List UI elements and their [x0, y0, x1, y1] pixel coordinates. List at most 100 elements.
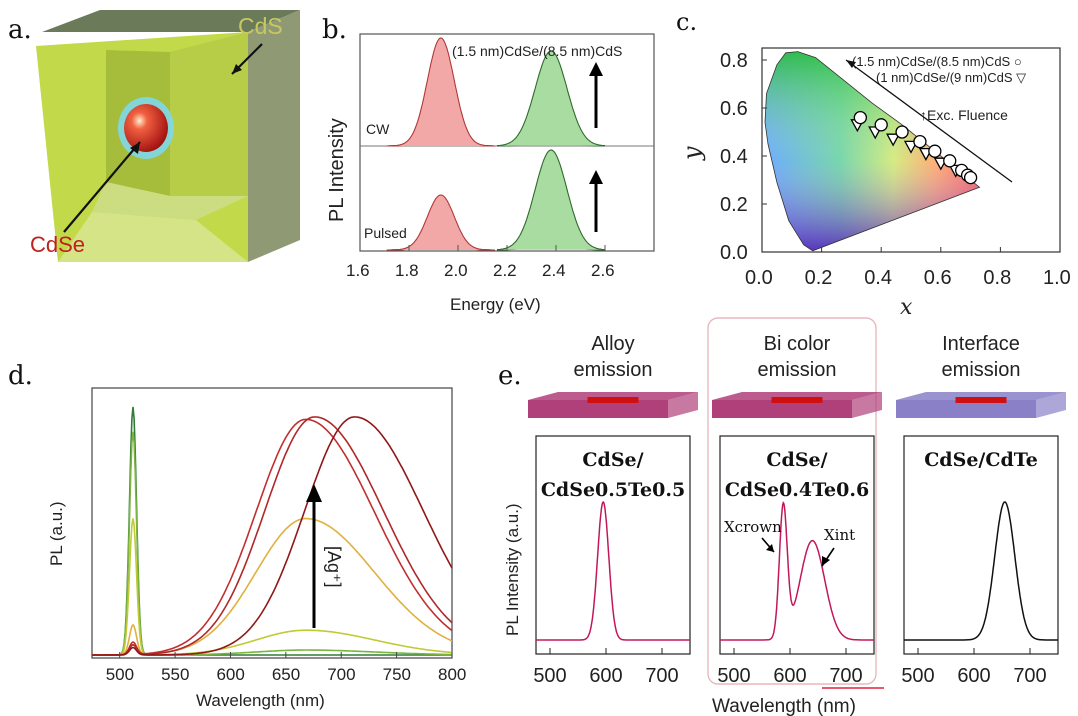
panel-d-arrow-label: [Ag⁺] — [324, 546, 344, 588]
panel-c-ytick-label: 0.6 — [720, 98, 748, 120]
panel-b-spectrum-line — [497, 149, 606, 251]
panel-d-xlabel: Wavelength (nm) — [196, 691, 325, 710]
panel-e-slab-top — [712, 392, 882, 400]
panel-c-xtick-label: 1.0 — [1043, 267, 1071, 289]
panel-e-title-line: Bi color — [764, 333, 831, 355]
xcrown-label: Xcrown — [724, 518, 782, 536]
panel-b-xtick-label: 2.4 — [542, 261, 566, 280]
panel-e-slab-front — [712, 400, 852, 418]
panel-e-slab-core — [771, 397, 823, 403]
panel-e-slab-top — [528, 392, 698, 400]
panel-c: c. y x (1.5 nm)CdSe/(8.5 nm)CdS ○ (1 nm)… — [676, 8, 1071, 320]
panel-e-sample-label: CdSe0.5Te0.5 — [541, 479, 685, 501]
panel-d-spectrum-line — [92, 416, 453, 656]
panel-d-spectrum-line — [92, 518, 453, 656]
panel-c-xlabel: x — [900, 295, 913, 320]
panel-b-peak-fill — [386, 195, 495, 250]
panel-b-arrow-cw — [589, 62, 603, 128]
panel-b-spectrum-line — [386, 37, 495, 147]
panel-e-sample-label: CdSe0.4Te0.6 — [725, 479, 869, 501]
cdse-core — [124, 104, 168, 152]
panel-c-xtick-label: 0.8 — [983, 267, 1011, 289]
panel-e-xtick-label: 600 — [957, 665, 990, 687]
panel-d-ylabel: PL (a.u.) — [47, 501, 66, 566]
panel-c-legend-1: (1.5 nm)CdSe/(8.5 nm)CdS ○ — [852, 54, 1022, 69]
panel-b-xtick-label: 2.6 — [591, 261, 615, 280]
panel-b-xtick-label: 2.0 — [444, 261, 468, 280]
panel-e-spectrum-line — [904, 501, 1058, 641]
panel-e-spectrum-line — [720, 501, 874, 641]
panel-b-spectra — [386, 37, 606, 251]
panel-d-xtick-label: 750 — [383, 665, 411, 684]
panel-c-circle-marker — [874, 118, 888, 132]
panel-b-frame — [359, 33, 655, 252]
panel-b-peak-fill — [497, 51, 605, 146]
panel-label-e: e. — [498, 361, 522, 391]
panel-e-xtick-label: 700 — [645, 665, 678, 687]
panel-e-sample-label: CdSe/CdTe — [924, 449, 1038, 471]
panel-b-spectrum-line — [497, 50, 606, 147]
panel-c-circle-marker — [928, 144, 942, 158]
panel-d-xtick-label: 500 — [106, 665, 134, 684]
panel-c-frame — [761, 47, 1061, 253]
panel-label-c: c. — [676, 8, 697, 36]
panel-e-title-line: Alloy — [591, 333, 634, 355]
panel-e-title-line: emission — [942, 359, 1021, 381]
panel-b-pulsed-label: Pulsed — [364, 225, 407, 241]
panel-c-ytick-label: 0.2 — [720, 194, 748, 216]
panel-c-cie-diagram — [764, 51, 981, 252]
panel-c-circle-marker — [853, 110, 867, 125]
panel-e-title-line: Interface — [942, 333, 1020, 355]
panel-b-xtick-label: 2.2 — [493, 261, 517, 280]
panel-e-xlabel: Wavelength (nm) — [712, 696, 856, 716]
panel-d-arrow — [306, 484, 322, 628]
panel-e-xtick-label: 600 — [773, 665, 806, 687]
panel-b-peak-fill — [497, 150, 605, 250]
panel-c-ytick-label: 0.8 — [720, 50, 748, 72]
panel-b-ylabel: PL Intensity — [326, 118, 348, 222]
panel-e-slab-core — [955, 397, 1007, 403]
panel-label-a: a. — [8, 15, 32, 45]
panel-b-spectrum-line — [386, 194, 495, 251]
panel-d-spectrum-line — [92, 431, 452, 656]
panel-c-xtick-label: 0.2 — [805, 267, 833, 289]
panel-e-xtick-label: 500 — [901, 665, 934, 687]
panel-a: a. CdS CdSe — [8, 10, 300, 262]
panel-d-frame — [91, 387, 453, 659]
panel-c-annotation: ↑Exc. Fluence — [920, 107, 1008, 123]
panel-c-circle-marker — [895, 125, 909, 139]
core-shell-cube-illustration — [36, 10, 300, 262]
panel-d-xtick-label: 700 — [327, 665, 355, 684]
panel-c-circle-marker — [963, 170, 978, 185]
panel-d-spectra — [92, 406, 453, 656]
panel-c-xtick-label: 0.6 — [924, 267, 952, 289]
panel-e-slab-core — [587, 397, 639, 403]
panel-e-plot-frame — [719, 435, 875, 655]
panel-e-spectra: CdSe/CdSe0.5Te0.5 500 600 700 CdSe/CdSe0.4Te… — [533, 435, 1059, 687]
panel-e-slab-side — [852, 392, 882, 418]
panel-e-plot-frame — [535, 435, 691, 655]
panel-e-slab-side — [1036, 392, 1066, 418]
panel-e-xtick-label: 700 — [1013, 665, 1046, 687]
panel-e-slab-side — [668, 392, 698, 418]
panel-e-slab-front — [528, 400, 668, 418]
panel-e: e. Alloy emission Bi color emission Interfac… — [498, 317, 1066, 716]
panel-c-xtick-label: 0.4 — [864, 267, 892, 289]
cds-label: CdS — [238, 13, 283, 39]
panel-c-triangle-marker — [886, 133, 901, 147]
panel-label-d: d. — [8, 361, 33, 391]
panel-e-sample-label: CdSe/ — [582, 449, 643, 471]
panel-c-xtick-label: 0.0 — [745, 267, 773, 289]
panel-b: b. PL Intensity Energy (eV) (1.5 nm)CdSe… — [322, 15, 655, 314]
cdse-label: CdSe — [30, 232, 85, 257]
panel-c-ytick-label: 0.4 — [720, 146, 748, 168]
panel-e-sample-label: CdSe/ — [766, 449, 827, 471]
panel-e-xtick-label: 600 — [589, 665, 622, 687]
panel-c-ytick-label: 0.0 — [720, 242, 748, 264]
panel-c-circle-marker — [913, 134, 927, 149]
panel-e-plot-frame — [903, 435, 1059, 655]
panel-c-ylabel: y — [678, 146, 706, 161]
panel-b-cw-label: CW — [366, 121, 390, 137]
